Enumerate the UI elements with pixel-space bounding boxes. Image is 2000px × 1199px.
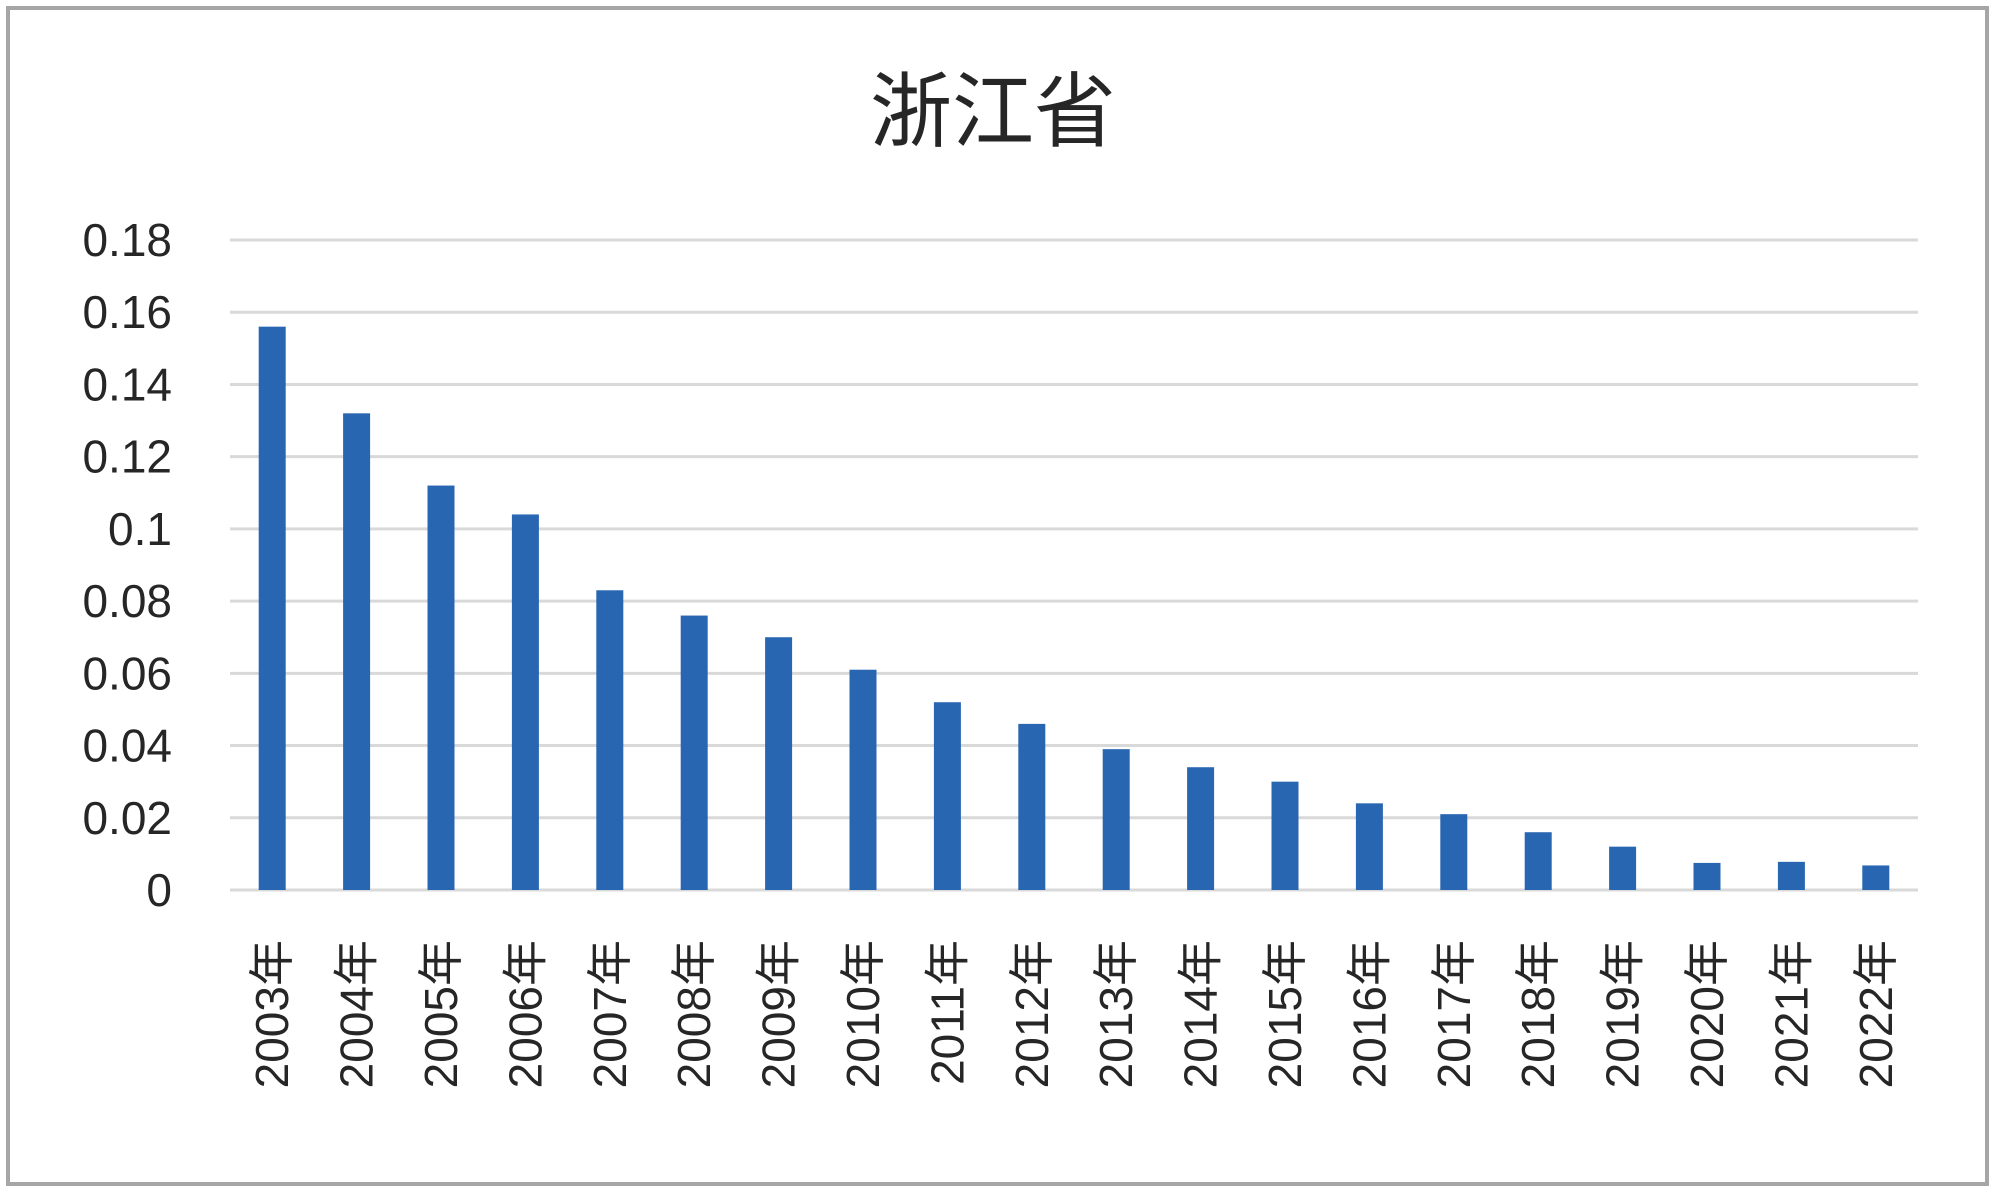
x-tick-label: 2015年 — [1259, 940, 1311, 1088]
bar — [1609, 846, 1637, 890]
x-tick-label: 2022年 — [1850, 940, 1902, 1088]
bar — [933, 702, 961, 890]
bar — [1102, 749, 1130, 890]
bar — [596, 590, 624, 890]
y-tick-label: 0.06 — [82, 647, 172, 699]
chart-title: 浙江省 — [870, 65, 1116, 160]
y-tick-label: 0.12 — [82, 431, 172, 483]
chart-frame — [6, 6, 1989, 1186]
y-tick-label: 0.08 — [82, 575, 172, 627]
bar — [1355, 803, 1383, 890]
x-tick-label: 2019年 — [1597, 940, 1649, 1088]
x-tick-label: 2008年 — [668, 940, 720, 1088]
y-tick-label: 0 — [146, 864, 172, 916]
x-tick-label: 2021年 — [1765, 940, 1817, 1088]
bar — [680, 615, 708, 890]
x-tick-label: 2009年 — [753, 940, 805, 1088]
x-tick-label: 2014年 — [1175, 940, 1227, 1088]
y-tick-label: 0.18 — [82, 214, 172, 266]
bar — [1187, 767, 1215, 890]
bar — [1271, 781, 1299, 890]
bar — [511, 514, 539, 890]
bar — [1693, 862, 1721, 890]
bar — [258, 326, 286, 891]
x-tick-label: 2020年 — [1681, 940, 1733, 1088]
x-tick-label: 2003年 — [246, 940, 298, 1088]
y-tick-label: 0.02 — [82, 792, 172, 844]
gridlines — [230, 238, 1918, 892]
bar — [1777, 861, 1805, 890]
y-tick-label: 0.16 — [82, 286, 172, 338]
x-tick-label: 2004年 — [331, 940, 383, 1088]
y-axis-ticks: 0 0.02 0.04 0.06 0.08 0.1 0.12 0.14 0.16 0.18 — [82, 214, 172, 916]
x-tick-label: 2017年 — [1428, 940, 1480, 1088]
x-tick-label: 2016年 — [1343, 940, 1395, 1088]
x-tick-label: 2006年 — [499, 940, 551, 1088]
x-tick-label: 2018年 — [1512, 940, 1564, 1088]
bar — [765, 637, 793, 890]
bar — [343, 413, 371, 890]
bar — [427, 485, 455, 890]
x-tick-label: 2005年 — [415, 940, 467, 1088]
bar — [1440, 814, 1468, 890]
bar — [849, 669, 877, 890]
x-tick-label: 2012年 — [1006, 940, 1058, 1088]
y-tick-label: 0.1 — [108, 503, 172, 555]
x-tick-label: 2011年 — [921, 940, 973, 1085]
y-tick-label: 0.04 — [82, 720, 172, 772]
x-tick-label: 2013年 — [1090, 940, 1142, 1088]
bar — [1862, 865, 1890, 890]
x-axis-ticks: 2003年 2004年 2005年 2006年 2007年 2008年 2009年 2010年… — [246, 940, 1902, 1088]
x-tick-label: 2007年 — [584, 940, 636, 1088]
x-tick-label: 2010年 — [837, 940, 889, 1088]
bar — [1524, 832, 1552, 890]
bar — [1018, 723, 1046, 890]
y-tick-label: 0.14 — [82, 358, 172, 410]
bars — [258, 326, 1890, 891]
